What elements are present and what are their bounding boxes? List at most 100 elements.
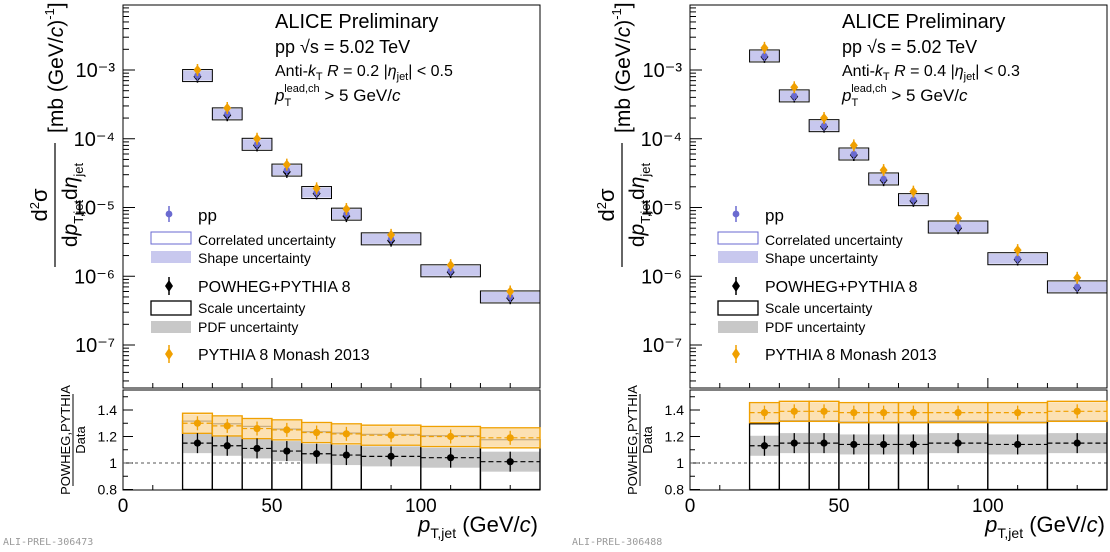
legend-pp-marker bbox=[165, 210, 173, 218]
y-tick-label: 10⁻³ bbox=[76, 60, 116, 82]
y-tick-label: 10⁻⁵ bbox=[641, 198, 682, 220]
legend-pdf-swatch bbox=[718, 321, 758, 333]
pp-point bbox=[761, 52, 768, 60]
y-tick-label: 10⁻³ bbox=[643, 60, 683, 82]
x-axis-title: pT,jet (GeV/c) bbox=[417, 512, 538, 541]
ratio-powheg-point bbox=[954, 439, 962, 447]
ratio-title-numerator: POWHEG,PYTHIA bbox=[625, 385, 640, 495]
pp-point bbox=[850, 150, 858, 158]
legend-pythia-marker bbox=[732, 348, 740, 360]
ratio-pythia-point bbox=[850, 409, 858, 417]
subtitle-jet-definition: Anti-kT R = 0.4 |ηjet| < 0.3 bbox=[842, 63, 1020, 83]
footer-id: ALI-PREL-306473 bbox=[3, 537, 93, 548]
pythia-point bbox=[760, 42, 769, 53]
ratio-tick-label: 1.4 bbox=[98, 402, 118, 418]
x-tick-label: 100 bbox=[972, 496, 1004, 517]
powheg-scale-box bbox=[927, 420, 989, 491]
ratio-pythia-point bbox=[223, 422, 231, 430]
y-title-denominator: dpT,jetdηjet bbox=[59, 162, 86, 247]
legend-pp-label: pp bbox=[198, 206, 217, 225]
ratio-pythia-point bbox=[909, 409, 917, 417]
legend-scale-swatch bbox=[150, 300, 192, 316]
ratio-tick-label: 1 bbox=[109, 455, 117, 471]
ratio-powheg-point bbox=[820, 439, 828, 447]
pythia-point bbox=[193, 65, 202, 75]
ratio-powheg-point bbox=[1014, 440, 1022, 449]
y-tick-label: 10⁻⁶ bbox=[74, 266, 115, 288]
y-title-numerator: d2σ bbox=[27, 188, 52, 221]
ratio-pythia-point bbox=[1014, 409, 1022, 417]
ratio-y-axis-title: POWHEG,PYTHIA Data bbox=[625, 385, 655, 495]
legend-pythia-label: PYTHIA 8 Monash 2013 bbox=[198, 347, 370, 364]
powheg-scale-box bbox=[838, 421, 870, 491]
ratio-pythia-point bbox=[790, 407, 798, 415]
ratio-title-denominator: Data bbox=[640, 426, 655, 454]
legend-shape-swatch bbox=[718, 251, 758, 263]
y-tick-label: 10⁻⁷ bbox=[642, 335, 682, 357]
ratio-pythia-point bbox=[283, 426, 291, 434]
subtitle-leading-track: pTlead,ch > 5 GeV/c bbox=[274, 83, 401, 109]
pp-point bbox=[1014, 255, 1021, 262]
pp-point bbox=[910, 196, 917, 203]
powheg-scale-box bbox=[748, 423, 781, 491]
y-tick-label: 10⁻⁶ bbox=[641, 266, 682, 288]
ratio-pythia-point bbox=[954, 409, 962, 417]
x-tick-label: 0 bbox=[118, 496, 129, 517]
pythia-point bbox=[954, 213, 963, 224]
subtitle-leading-track: pTlead,ch > 5 GeV/c bbox=[841, 83, 968, 109]
powheg-scale-box bbox=[1046, 420, 1108, 491]
ratio-pythia-point bbox=[342, 430, 350, 438]
y-axis-title: d2σ dpT,jetdηjet [mb (GeV/c)-1] bbox=[594, 2, 653, 267]
legend-correlated-swatch bbox=[150, 231, 192, 245]
x-tick-label: 50 bbox=[828, 496, 849, 517]
x-axis-title: pT,jet (GeV/c) bbox=[984, 512, 1105, 541]
ratio-powheg-point bbox=[760, 442, 769, 450]
ratio-title-denominator: Data bbox=[73, 426, 88, 454]
pythia-point bbox=[790, 82, 799, 93]
pythia-point bbox=[282, 159, 291, 170]
y-tick-label: 10⁻⁴ bbox=[74, 129, 115, 151]
ratio-pythia-point bbox=[253, 424, 261, 433]
ratio-pythia-point bbox=[820, 407, 828, 415]
ratio-title-numerator: POWHEG,PYTHIA bbox=[58, 385, 73, 495]
pythia-point bbox=[909, 186, 918, 197]
ratio-powheg-point bbox=[850, 440, 858, 449]
pp-point bbox=[791, 92, 798, 100]
pythia-point bbox=[820, 113, 829, 124]
pp-point bbox=[1074, 283, 1081, 291]
ratio-powheg-point bbox=[447, 454, 455, 462]
legend-scale-swatch bbox=[717, 300, 759, 316]
ratio-tick-label: 1.4 bbox=[665, 402, 685, 418]
pythia-point bbox=[312, 183, 321, 194]
pythia-point bbox=[1073, 272, 1082, 283]
ratio-powheg-point bbox=[790, 439, 798, 447]
footer-id: ALI-PREL-306488 bbox=[572, 537, 662, 548]
y-title-units: [mb (GeV/c)-1] bbox=[609, 2, 635, 133]
ratio-powheg-point bbox=[387, 452, 395, 460]
ratio-tick-label: 1 bbox=[676, 455, 684, 471]
legend-powheg-label: POWHEG+PYTHIA 8 bbox=[198, 279, 351, 296]
ratio-tick-label: 0.8 bbox=[98, 482, 118, 498]
ratio-pythia-point bbox=[387, 431, 395, 439]
legend-pp-marker bbox=[732, 210, 740, 218]
legend-powheg-marker bbox=[165, 280, 173, 292]
ratio-powheg-point bbox=[342, 451, 350, 459]
y-title-units: [mb (GeV/c)-1] bbox=[42, 2, 68, 133]
pp-point bbox=[954, 223, 962, 231]
ratio-powheg-point bbox=[909, 440, 917, 449]
powheg-scale-box bbox=[778, 420, 810, 491]
ratio-powheg-point bbox=[506, 458, 514, 466]
y-tick-label: 10⁻⁵ bbox=[74, 198, 115, 220]
ratio-pythia-point bbox=[447, 432, 455, 441]
pythia-point bbox=[253, 133, 262, 144]
pythia-point bbox=[879, 165, 888, 176]
ratio-tick-label: 1.2 bbox=[665, 429, 685, 445]
powheg-scale-box bbox=[808, 420, 840, 491]
powheg-scale-box bbox=[897, 421, 929, 491]
chart-title: ALICE Preliminary bbox=[842, 11, 1005, 33]
ratio-powheg-point bbox=[1073, 439, 1081, 447]
y-axis-title: d2σ dpT,jetdηjet [mb (GeV/c)-1] bbox=[27, 2, 86, 267]
ratio-pythia-point bbox=[760, 409, 769, 417]
y-tick-label: 10⁻⁷ bbox=[75, 335, 115, 357]
chart-panel-2: 10⁻³ 10⁻⁴ 10⁻⁵ 10⁻⁶ 10⁻⁷ 0 50 100 0.8 1 1.2 1.4 ALIC… bbox=[572, 2, 1108, 548]
